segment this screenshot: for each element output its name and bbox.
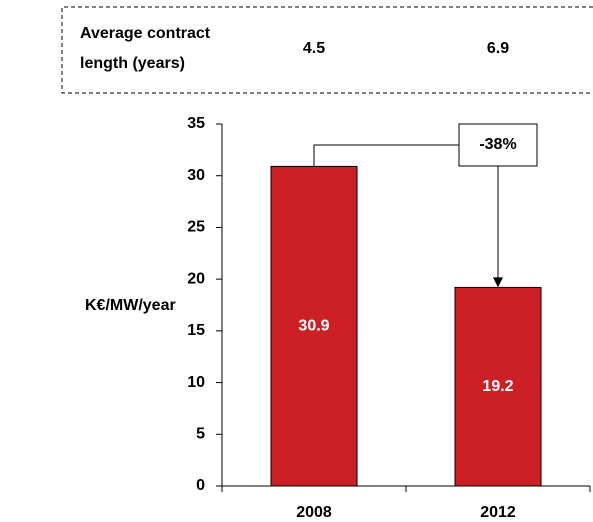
y-tick-label: 5 (196, 426, 205, 443)
header-box (61, 6, 593, 94)
x-tick-label: 2008 (296, 504, 332, 521)
y-tick-label: 20 (187, 270, 205, 287)
bar (454, 286, 542, 487)
y-tick-label: 30 (187, 167, 205, 184)
header-label: length (years) (80, 55, 185, 72)
y-tick-label: 15 (187, 322, 205, 339)
y-tick-label: 35 (187, 115, 205, 132)
header-value: 4.5 (303, 40, 325, 57)
bar (270, 165, 358, 487)
data-label: 19.2 (482, 378, 513, 395)
arrow-head (493, 277, 503, 288)
header-label: Average contract (80, 25, 211, 42)
data-label: 30.9 (298, 317, 329, 334)
x-tick-label: 2012 (480, 504, 516, 521)
annotation: -38% (479, 136, 516, 153)
y-tick-label: 0 (196, 477, 205, 494)
y-tick-label: 25 (187, 219, 205, 236)
annotation-box (458, 123, 538, 167)
annotation-connector (313, 144, 459, 167)
y-tick-label: 10 (187, 374, 205, 391)
header-value: 6.9 (487, 40, 509, 57)
y-axis-label: K€/MW/year (85, 297, 176, 314)
